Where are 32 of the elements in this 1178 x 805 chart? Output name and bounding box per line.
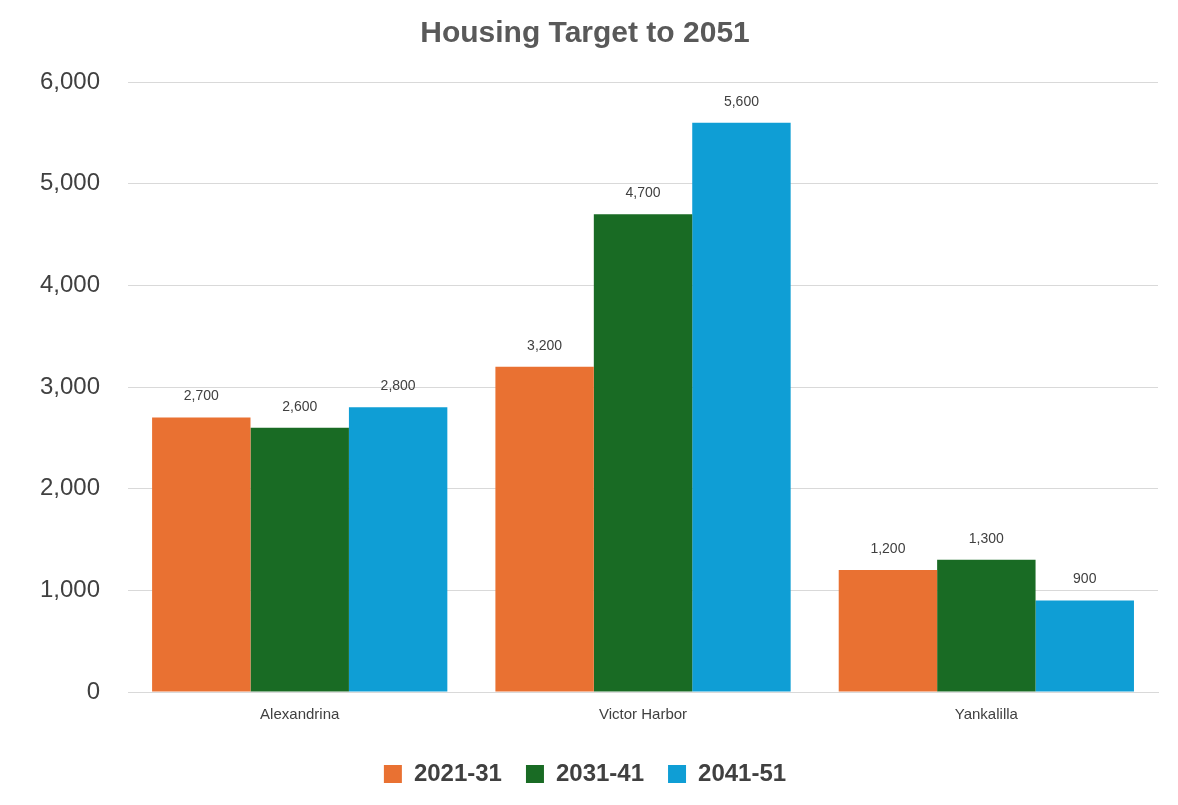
y-tick-label: 1,000	[40, 574, 101, 602]
y-tick-label: 0	[86, 676, 101, 704]
bar	[937, 559, 1036, 692]
bar	[692, 122, 791, 692]
bar	[495, 366, 594, 692]
x-tick-label: Victor Harbor	[598, 705, 688, 723]
y-tick-label: 5,000	[40, 168, 101, 196]
data-label: 1,300	[968, 529, 1005, 546]
legend-label: 2021-31	[413, 758, 502, 786]
bar	[593, 214, 693, 692]
y-tick-label: 6,000	[40, 66, 101, 94]
data-label: 5,600	[723, 92, 760, 109]
data-label: 2,600	[282, 397, 318, 414]
legend-label: 2041-51	[698, 758, 787, 786]
data-label: 900	[1073, 570, 1097, 587]
data-label: 1,200	[870, 539, 906, 556]
data-label: 2,700	[183, 387, 220, 404]
data-label: 4,700	[625, 184, 661, 201]
data-label: 2,800	[380, 377, 416, 394]
bar	[348, 407, 448, 692]
legend-label: 2031-41	[555, 758, 645, 786]
data-label: 3,200	[527, 336, 563, 353]
y-tick-label: 3,000	[40, 371, 101, 399]
bar	[152, 417, 251, 692]
y-tick-label: 2,000	[40, 473, 101, 501]
bar	[1035, 600, 1134, 692]
y-tick-label: 4,000	[40, 269, 101, 297]
bar	[838, 570, 938, 692]
chart-title: Housing Target to 2051	[420, 15, 750, 49]
bar	[250, 427, 349, 692]
x-tick-label: Alexandrina	[260, 705, 340, 723]
x-tick-label: Yankalilla	[954, 705, 1019, 723]
